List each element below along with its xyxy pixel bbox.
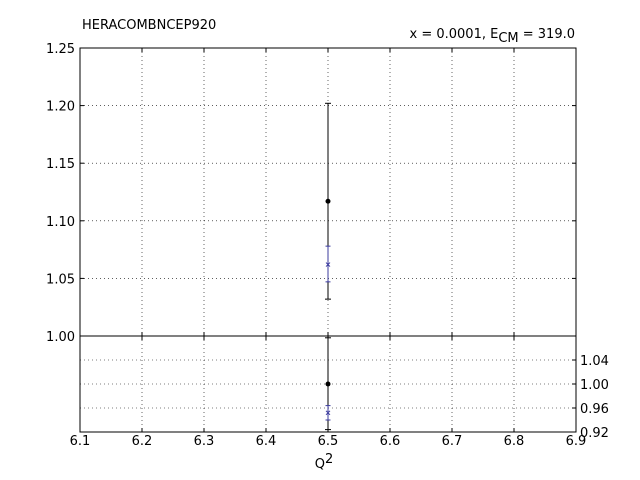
bottom-panel-ytick-label: 0.92: [580, 426, 609, 441]
x-tick-label: 6.1: [70, 434, 91, 449]
title-right-prefix: x = 0.0001,: [410, 27, 491, 42]
top-panel-data-point: [325, 198, 331, 204]
x-tick-label: 6.7: [442, 434, 463, 449]
title-right-suffix: = 319.0: [519, 27, 575, 42]
top-panel-ytick-label: 1.20: [46, 100, 75, 115]
x-axis-label-sup: 2: [325, 452, 333, 467]
x-axis-label: Q2: [315, 452, 334, 472]
title-right-sub: CM: [498, 31, 518, 46]
x-tick-label: 6.4: [256, 434, 277, 449]
title-right-var: E: [490, 27, 498, 42]
bottom-panel-ytick-label: 1.00: [580, 378, 609, 393]
bottom-panel: 0.92 0.96 1.00 1.04: [79, 335, 609, 441]
x-tick-label: 6.9: [566, 434, 587, 449]
x-axis-label-var: Q: [315, 457, 325, 472]
x-axis: 6.1 6.2 6.3 6.4 6.5 6.6 6.7 6.8 6.9: [70, 434, 587, 449]
chart-title-right: x = 0.0001, ECM = 319.0: [410, 27, 576, 46]
top-panel-ytick-label: 1.25: [46, 42, 75, 57]
top-panel-ytick-label: 1.15: [46, 157, 75, 172]
bottom-panel-data-point: [325, 381, 331, 387]
bottom-panel-frame: [79, 335, 577, 433]
x-tick-label: 6.8: [504, 434, 525, 449]
x-tick-label: 6.3: [194, 434, 215, 449]
bottom-panel-ytick-label: 1.04: [580, 354, 609, 369]
top-panel-ytick-label: 1.10: [46, 215, 75, 230]
top-panel-ytick-label: 1.05: [46, 272, 75, 287]
chart-title-left: HERACOMBNCEP920: [82, 18, 216, 33]
x-tick-label: 6.5: [318, 434, 339, 449]
top-panel-ytick-label: 1.00: [46, 330, 75, 345]
top-panel-theory-point: [325, 262, 331, 267]
x-tick-label: 6.2: [132, 434, 153, 449]
bottom-panel-theory-point: [325, 410, 331, 416]
x-tick-label: 6.6: [380, 434, 401, 449]
top-panel: 1.00 1.05 1.10 1.15 1.20 1.25: [46, 42, 577, 345]
bottom-panel-ytick-label: 0.96: [580, 402, 609, 417]
